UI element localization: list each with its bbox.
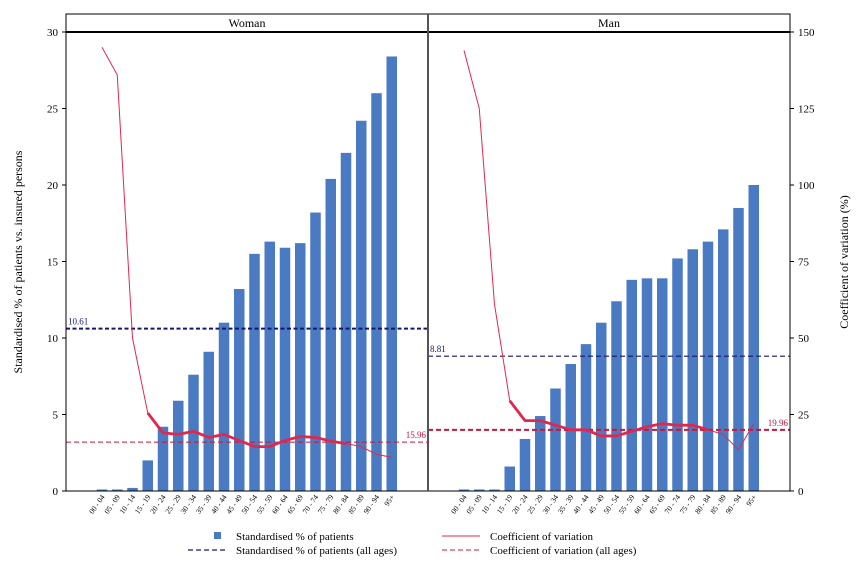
bar xyxy=(157,426,169,491)
bar xyxy=(504,466,515,491)
y-left-tick-label: 30 xyxy=(47,27,59,39)
y-left-tick-label: 0 xyxy=(53,486,59,498)
bar xyxy=(580,344,592,491)
y-right-tick-label: 150 xyxy=(798,27,815,39)
legend-label: Standardised % of patients xyxy=(236,531,354,543)
bar xyxy=(718,229,729,491)
legend-item: Standardised % of patients (all ages) xyxy=(188,545,397,557)
bar xyxy=(340,152,352,491)
bar xyxy=(264,241,275,491)
y-left-tick-label: 15 xyxy=(47,257,59,269)
bar xyxy=(234,289,245,491)
y-right-tick-label: 125 xyxy=(798,104,815,116)
mean-cv-label: 19.96 xyxy=(768,418,789,428)
bar xyxy=(657,278,668,491)
bar xyxy=(173,400,184,491)
bar xyxy=(188,374,199,491)
legend-item: Coefficient of variation (all ages) xyxy=(442,545,637,557)
bar xyxy=(127,487,138,491)
y-left-tick-label: 25 xyxy=(47,104,59,116)
legend-swatch xyxy=(214,532,221,539)
y-left-axis-title: Standardised % of patients vs. insured p… xyxy=(11,150,25,373)
panel-title: Woman xyxy=(228,16,265,30)
legend-item: Standardised % of patients xyxy=(214,531,354,543)
y-right-tick-label: 25 xyxy=(798,410,810,422)
legend-item: Coefficient of variation xyxy=(442,531,594,543)
y-left-tick-label: 5 xyxy=(53,410,59,422)
x-tick-label: 90 - 94 xyxy=(362,493,382,516)
mean-pct-label: 8.81 xyxy=(430,344,446,354)
legend-label: Coefficient of variation xyxy=(490,531,594,543)
bar xyxy=(748,185,759,491)
legend-label: Standardised % of patients (all ages) xyxy=(236,545,397,557)
bar xyxy=(672,258,683,491)
x-tick-label: 95+ xyxy=(382,493,396,508)
cv-line-bold xyxy=(146,412,347,449)
bar xyxy=(279,247,291,491)
bar xyxy=(535,416,546,491)
bar xyxy=(474,489,485,491)
y-right-tick-label: 75 xyxy=(798,257,810,269)
bar xyxy=(325,178,336,491)
y-right-axis-title: Coefficient of variation (%) xyxy=(837,195,851,328)
x-tick-label: 95+ xyxy=(744,493,758,508)
bar xyxy=(249,253,260,491)
bar xyxy=(611,301,622,491)
bar xyxy=(218,322,230,491)
legend-layer: Standardised % of patients Coefficient of… xyxy=(188,531,637,557)
mean-cv-label: 15.96 xyxy=(406,430,427,440)
bar xyxy=(386,56,397,491)
bar xyxy=(310,212,321,492)
axes-layer: 0 5 10 15 20 25 30 0 25 50 75 100 125 150 Standardised… xyxy=(11,14,851,498)
y-right-tick-label: 0 xyxy=(798,486,804,498)
cv-line-bold xyxy=(508,399,709,438)
bar xyxy=(733,207,744,491)
bar xyxy=(203,351,214,491)
y-right-tick-label: 100 xyxy=(798,180,815,192)
panel-title: Man xyxy=(598,16,620,30)
y-left-tick-label: 20 xyxy=(47,180,59,192)
bar xyxy=(702,241,714,491)
legend-label: Coefficient of variation (all ages) xyxy=(490,545,637,557)
bar xyxy=(142,460,153,491)
bar xyxy=(96,489,108,491)
bar xyxy=(458,489,470,491)
y-right-tick-label: 50 xyxy=(798,333,810,345)
bar xyxy=(596,322,607,491)
y-left-tick-label: 10 xyxy=(47,333,59,345)
bar xyxy=(550,388,561,491)
bar xyxy=(112,489,123,491)
bar xyxy=(489,489,500,491)
bar xyxy=(626,279,637,491)
bar xyxy=(295,243,306,491)
mean-pct-label: 10.61 xyxy=(68,317,88,327)
bar xyxy=(565,364,576,491)
x-tick-label: 90 - 94 xyxy=(724,493,744,516)
bar xyxy=(356,120,367,492)
bar xyxy=(687,249,698,491)
bar xyxy=(641,278,653,491)
bar xyxy=(371,93,382,491)
bar xyxy=(519,438,531,491)
